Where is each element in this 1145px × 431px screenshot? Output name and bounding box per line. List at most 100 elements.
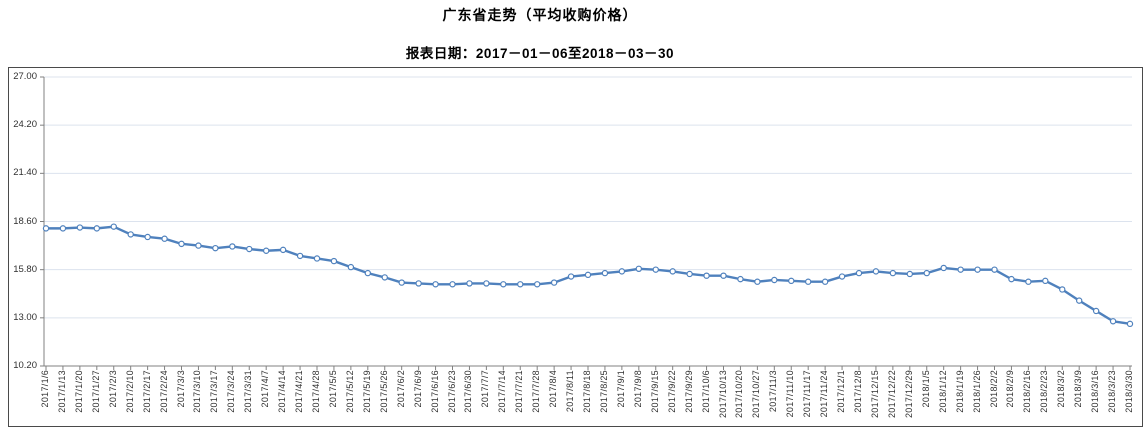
data-point [923,269,930,277]
x-axis-label: 2018/1/12 [937,370,948,413]
x-axis-label: 2017/3/17 [209,370,220,413]
report-date-range: 报表日期：2017－01－06至2018－03－30 [405,46,675,61]
data-point [229,243,236,250]
data-point [415,280,422,287]
x-axis-label: 2017/11/24 [819,370,830,418]
x-axis-label: 2017/2/24 [158,370,169,413]
data-point [246,245,253,253]
x-axis-label: 2017/10/27 [751,370,762,419]
x-axis-label: 2017/11/10 [785,370,796,418]
x-axis-label: 2017/9/8 [632,370,643,408]
x-axis-label: 2017/11/3 [768,370,779,413]
x-axis-label: 2017/3/24 [226,370,237,413]
x-axis-label: 2018/3/30 [1124,370,1134,413]
x-axis-label: 2017/5/12 [344,370,355,413]
data-point [59,225,67,232]
data-point [398,279,405,286]
x-axis-label: 2018/3/9 [1073,370,1084,408]
x-axis-label: 2017/4/28 [311,370,321,413]
x-axis-label: 2017/1/6 [40,370,50,408]
data-point [533,281,541,288]
x-axis-label: 2017/5/19 [361,370,372,413]
x-axis-label: 2017/5/26 [378,370,389,413]
x-axis-label: 2017/9/1 [615,370,626,408]
chart-title: 广东省走势（平均收购价格） [442,7,638,23]
data-point [483,280,490,287]
x-axis-label: 2017/8/11 [565,370,576,413]
data-point [940,264,947,272]
data-point [517,281,524,288]
data-point [567,273,575,280]
x-axis-label: 2018/2/23 [1039,370,1050,413]
data-point [347,263,355,271]
x-axis-label: 2017/12/29 [903,370,914,419]
x-axis-label: 2017/7/28 [531,370,542,413]
data-point [364,269,372,277]
y-axis-label: 15.80 [13,263,37,275]
x-axis-label: 2017/1/27 [90,370,101,413]
x-axis-label: 2017/4/21 [294,370,305,413]
data-point [195,242,202,249]
data-point [872,268,880,275]
data-point [771,276,778,284]
x-axis-label: 2017/10/20 [734,370,745,419]
x-axis-label: 2017/4/7 [260,370,271,408]
x-axis-label: 2018/3/23 [1107,370,1118,413]
data-point [1042,277,1049,285]
data-point [76,224,84,231]
x-axis-label: 2017/5/5 [327,370,338,408]
y-axis-label: 24.20 [13,119,37,131]
x-axis-label: 2017/11/17 [802,370,813,418]
data-point [313,255,321,262]
trend-line-chart [40,76,1134,370]
x-axis-label: 2017/10/13 [717,370,728,419]
data-point [601,269,609,277]
x-axis-label: 2017/3/31 [243,370,254,413]
x-axis-label: 2018/3/16 [1090,370,1101,413]
x-axis-label: 2017/3/10 [192,370,203,413]
data-point [584,271,592,279]
data-point [42,225,50,232]
y-axis-label: 27.00 [13,71,37,82]
data-point [804,278,812,285]
data-point [296,252,304,260]
x-axis-label: 2018/2/16 [1022,370,1033,413]
x-axis-label: 2017/7/14 [497,370,508,413]
x-axis-label: 2017/7/7 [480,370,491,408]
data-point [737,275,744,283]
data-point [788,277,795,285]
data-point [1109,318,1117,325]
x-axis-label: 2017/1/20 [73,370,84,413]
data-point [449,281,456,288]
data-point [686,270,693,278]
data-point [889,269,897,277]
data-point [466,280,473,287]
data-point [720,272,727,279]
data-point [974,266,981,273]
x-axis-label: 2017/6/30 [463,370,474,413]
x-axis-label: 2017/2/3 [107,370,118,408]
x-axis-label: 2017/8/18 [582,370,592,413]
x-axis-label: 2017/4/14 [277,370,288,413]
x-axis-label: 2017/10/6 [700,370,711,413]
chart-plot-area: 10.20 13.00 15.80 18.60 21.40 24.20 27.00 2017/… [8,67,1143,427]
data-point [178,240,185,248]
data-point [432,281,439,288]
data-point [957,266,964,273]
x-axis-label: 2017/12/22 [886,370,897,419]
x-axis-label: 2018/1/26 [971,370,982,413]
data-point [144,233,151,241]
y-axis-label: 10.20 [13,360,37,371]
x-axis-label: 2017/9/22 [666,370,677,413]
data-point [381,274,388,281]
x-axis-label: 2017/3/3 [175,370,186,408]
data-point [279,246,287,254]
data-point [618,268,626,275]
data-point [906,270,914,278]
data-point [500,281,507,288]
x-axis-label: 2018/3/2 [1056,370,1067,408]
x-axis-label: 2017/12/8 [853,370,863,413]
x-axis-label: 2017/6/16 [429,370,440,413]
y-axis-label: 21.40 [13,167,37,179]
x-axis-label: 2017/6/9 [412,370,423,408]
